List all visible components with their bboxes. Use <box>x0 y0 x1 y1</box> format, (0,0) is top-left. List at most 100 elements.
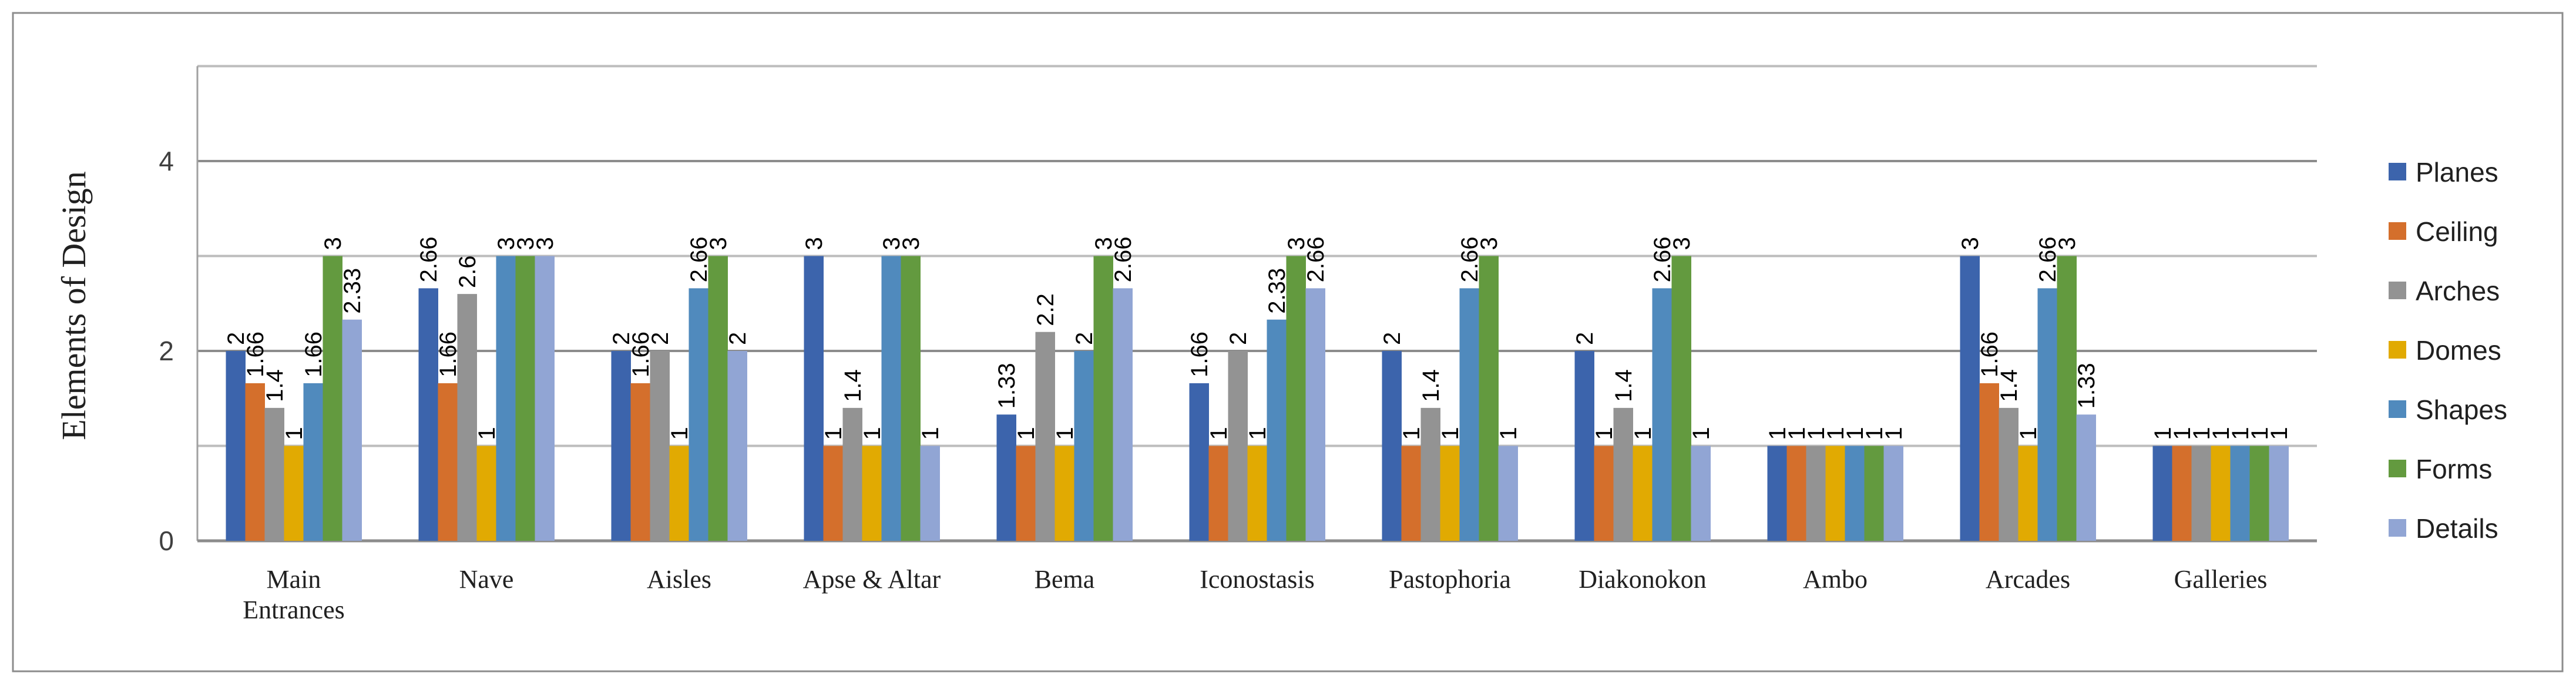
x-tick-label: Diakonokon <box>1578 565 1707 594</box>
bar-forms <box>1093 256 1113 541</box>
data-label: 1 <box>2189 427 2215 440</box>
data-label: 1 <box>918 427 943 440</box>
legend-label: Planes <box>2416 157 2498 188</box>
data-label: 1 <box>474 427 500 440</box>
x-tick-label: Entrances <box>243 595 344 624</box>
data-label: 1 <box>2016 427 2041 440</box>
x-tick-label: Iconostasis <box>1200 565 1315 594</box>
data-label: 2 <box>223 332 249 345</box>
x-tick-label: Nave <box>459 565 514 594</box>
bar-planes <box>226 351 246 541</box>
data-label: 2.33 <box>340 268 365 314</box>
x-tick-label: Apse & Altar <box>803 565 941 594</box>
bar-details <box>1883 446 1903 541</box>
bar-domes <box>1825 446 1845 541</box>
bar-arches <box>2191 446 2211 541</box>
x-tick-label: Galleries <box>2174 565 2268 594</box>
data-label: 3 <box>513 237 539 250</box>
data-label: 1 <box>2266 427 2292 440</box>
x-tick-label: Main <box>267 565 321 594</box>
data-label: 3 <box>1957 237 1983 250</box>
bar-planes <box>418 288 438 541</box>
data-label: 1.66 <box>628 332 654 377</box>
data-label: 1 <box>1206 427 1232 440</box>
legend-label: Details <box>2416 513 2498 544</box>
x-tick-label: Pastophoria <box>1389 565 1511 594</box>
data-label: 2 <box>725 332 751 345</box>
y-tick-label: 2 <box>159 336 174 366</box>
legend-item-details: Details <box>2389 513 2498 544</box>
bar-planes <box>804 256 824 541</box>
x-tick-label: Arcades <box>1986 565 2070 594</box>
bar-details <box>2269 446 2289 541</box>
bar-shapes <box>2037 288 2057 541</box>
data-label: 1.4 <box>840 369 866 402</box>
data-label: 1.4 <box>1418 369 1444 402</box>
legend-swatch <box>2389 222 2406 240</box>
bar-ceiling <box>2172 446 2192 541</box>
legend-item-planes: Planes <box>2389 157 2498 188</box>
bar-arches <box>1806 446 1826 541</box>
data-label: 1 <box>281 427 307 440</box>
bar-ceiling <box>1208 446 1228 541</box>
data-label: 3 <box>1284 237 1309 250</box>
data-label: 3 <box>1669 237 1695 250</box>
bar-domes <box>1054 446 1074 541</box>
bar-arches <box>1228 351 1248 541</box>
bar-arches <box>1420 407 1440 541</box>
legend-swatch <box>2389 341 2406 359</box>
bar-planes <box>996 414 1016 541</box>
data-label: 2.66 <box>1457 237 1483 283</box>
data-label: 1 <box>1399 427 1425 440</box>
bar-arches <box>1999 407 2019 541</box>
data-label: 3 <box>801 237 827 250</box>
data-label: 1 <box>2247 427 2273 440</box>
bar-ceiling <box>1401 446 1421 541</box>
bar-details <box>1691 446 1711 541</box>
data-label: 1 <box>859 427 885 440</box>
bar-domes <box>476 446 496 541</box>
data-label: 1 <box>2169 427 2195 440</box>
bar-domes <box>284 446 304 541</box>
bar-forms <box>1671 256 1691 541</box>
bar-arches <box>842 407 862 541</box>
y-tick-label: 4 <box>159 146 174 176</box>
data-label: 2 <box>1379 332 1405 345</box>
bar-domes <box>2018 446 2038 541</box>
data-label: 1.4 <box>1611 369 1637 402</box>
bar-domes <box>1247 446 1267 541</box>
y-axis-title: Elements of Design <box>55 171 93 440</box>
data-label: 3 <box>898 237 924 250</box>
bar-details <box>1498 446 1518 541</box>
data-label: 2.33 <box>1264 268 1290 314</box>
bar-forms <box>1286 256 1306 541</box>
bar-shapes <box>1845 446 1865 541</box>
bar-planes <box>1767 446 1787 541</box>
data-label: 3 <box>493 237 519 250</box>
data-label: 2.2 <box>1033 293 1059 326</box>
legend-item-ceiling: Ceiling <box>2389 216 2498 247</box>
bar-shapes <box>1652 288 1672 541</box>
data-label: 3 <box>879 237 905 250</box>
data-label: 3 <box>1476 237 1502 250</box>
legend-swatch <box>2389 519 2406 537</box>
data-label: 1 <box>1630 427 1656 440</box>
bar-ceiling <box>823 446 843 541</box>
data-label: 1 <box>1052 427 1078 440</box>
data-label: 1.33 <box>2074 363 2100 409</box>
data-label: 3 <box>1091 237 1117 250</box>
bar-shapes <box>688 288 708 541</box>
bar-domes <box>862 446 882 541</box>
bar-forms <box>2057 256 2077 541</box>
bar-ceiling <box>1016 446 1036 541</box>
y-tick-label: 0 <box>159 526 174 556</box>
data-label: 2.66 <box>1650 237 1675 283</box>
bar-shapes <box>1074 351 1094 541</box>
bar-ceiling <box>438 383 458 541</box>
data-label: 1.66 <box>243 332 268 377</box>
data-label: 2 <box>1572 332 1598 345</box>
bar-planes <box>1382 351 1402 541</box>
bar-details <box>342 319 362 541</box>
bar-details <box>2076 414 2096 541</box>
bar-shapes <box>496 256 516 541</box>
